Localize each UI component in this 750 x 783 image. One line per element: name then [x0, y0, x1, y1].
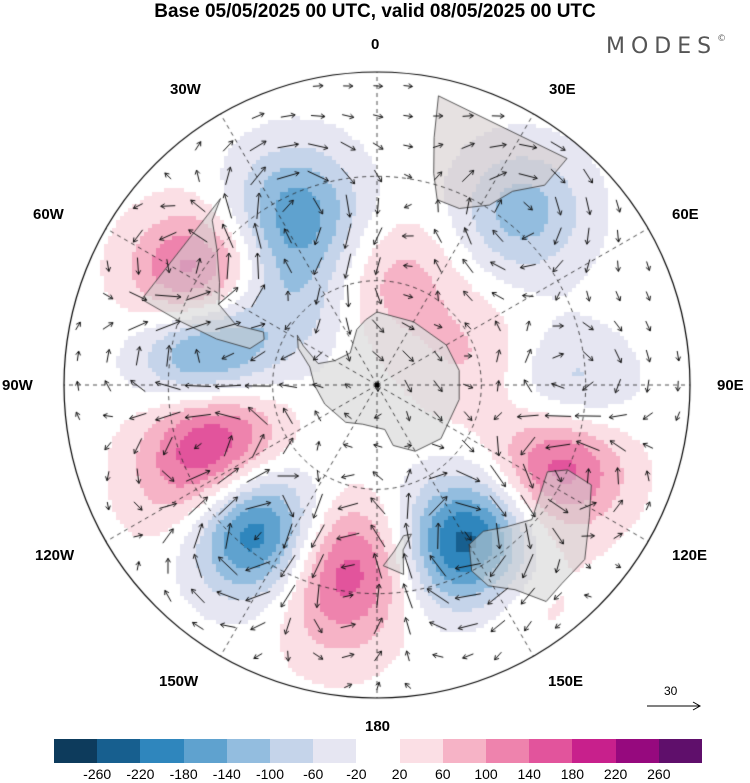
colorbar-swatch	[399, 739, 443, 763]
colorbar-tick-label: -20	[346, 766, 367, 782]
lon-label-0: 0	[371, 36, 380, 53]
colorbar-swatch	[183, 739, 227, 763]
colorbar-swatch	[442, 739, 487, 763]
lon-label-30w: 30W	[170, 81, 201, 98]
colorbar-tick-label: -140	[212, 766, 241, 782]
colorbar-swatch	[226, 739, 271, 763]
lon-label-150w: 150W	[159, 673, 199, 690]
colorbar-swatch	[658, 739, 703, 763]
colorbar-tick-label: 100	[474, 766, 498, 782]
modes-logo: MODES©	[606, 34, 727, 59]
colorbar-tick-label: -220	[126, 766, 155, 782]
colorbar-tick-label: 60	[435, 766, 451, 782]
colorbar-tick-label: -180	[169, 766, 198, 782]
colorbar-swatch	[529, 739, 573, 763]
lon-label-60e: 60E	[672, 206, 699, 223]
colorbar-swatch	[356, 739, 400, 763]
map-title: Base 05/05/2025 00 UTC, valid 08/05/2025…	[154, 1, 596, 22]
lon-label-90w: 90W	[2, 377, 33, 394]
colorbar-swatch	[313, 739, 357, 763]
colorbar-swatch	[97, 739, 141, 763]
colorbar-swatch	[140, 739, 184, 763]
colorbar-tick-label: -100	[255, 766, 285, 782]
lon-label-120e: 120E	[672, 547, 708, 564]
colorbar	[54, 739, 703, 763]
colorbar-tick-label: -260	[83, 766, 112, 782]
colorbar-tick-label: 140	[517, 766, 541, 782]
colorbar-tick-label: 20	[391, 766, 408, 782]
lon-label-60w: 60W	[33, 206, 64, 223]
colorbar-swatch	[572, 739, 616, 763]
reference-arrow-icon	[647, 701, 702, 711]
colorbar-tick-label: 180	[560, 766, 585, 782]
colorbar-ticks: -260 -220 -180 -140 -100 -60 -20 20 60 100 140 180 2…	[0, 766, 750, 783]
lon-label-120w: 120W	[35, 547, 75, 564]
reference-vector-label: 30	[664, 684, 678, 698]
colorbar-swatch	[615, 739, 659, 763]
colorbar-tick-label: 260	[647, 766, 671, 782]
colorbar-tick-label: 220	[603, 766, 628, 782]
colorbar-swatch	[270, 739, 314, 763]
reference-vector: 30	[646, 684, 702, 714]
colorbar-tick-label: -60	[303, 766, 324, 782]
colorbar-swatch	[54, 739, 98, 763]
colorbar-swatch	[486, 739, 530, 763]
lon-label-90e: 90E	[717, 377, 744, 394]
lon-label-180: 180	[365, 718, 391, 735]
lon-label-30e: 30E	[549, 81, 576, 98]
lon-label-150e: 150E	[548, 673, 584, 690]
